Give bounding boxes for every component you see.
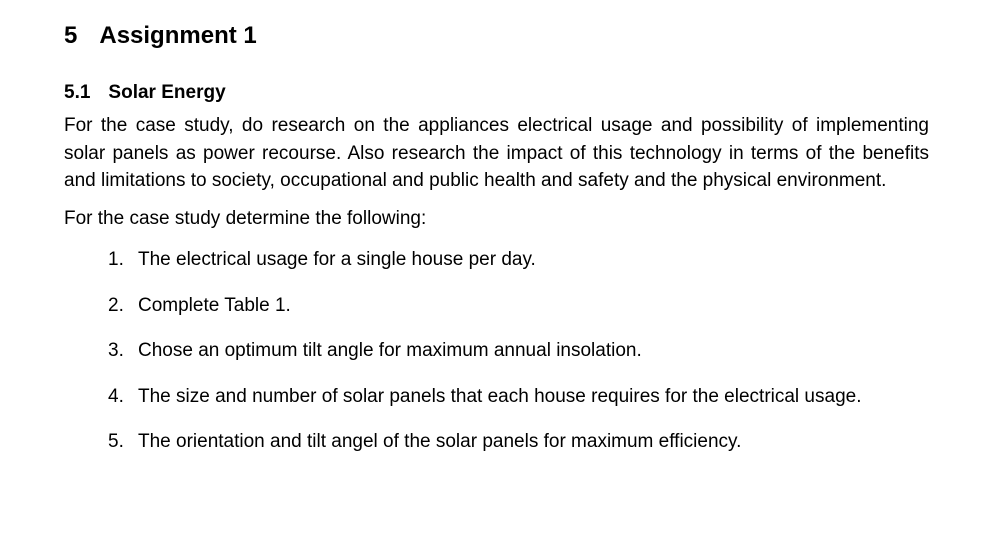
subsection-heading: 5.1 Solar Energy (64, 82, 929, 104)
list-item: Complete Table 1. (108, 292, 929, 320)
list-item: Chose an optimum tilt angle for maximum … (108, 337, 929, 365)
lead-in-paragraph: For the case study determine the followi… (64, 205, 929, 233)
section-title: Assignment 1 (99, 22, 256, 49)
list-item: The size and number of solar panels that… (108, 383, 929, 411)
section-heading: 5 Assignment 1 (64, 22, 929, 50)
subsection-number: 5.1 (64, 82, 90, 103)
list-item: The electrical usage for a single house … (108, 246, 929, 274)
task-list: The electrical usage for a single house … (64, 246, 929, 456)
section-number: 5 (64, 22, 77, 49)
subsection-title: Solar Energy (108, 82, 225, 103)
list-item: The orientation and tilt angel of the so… (108, 428, 929, 456)
intro-paragraph: For the case study, do research on the a… (64, 112, 929, 195)
